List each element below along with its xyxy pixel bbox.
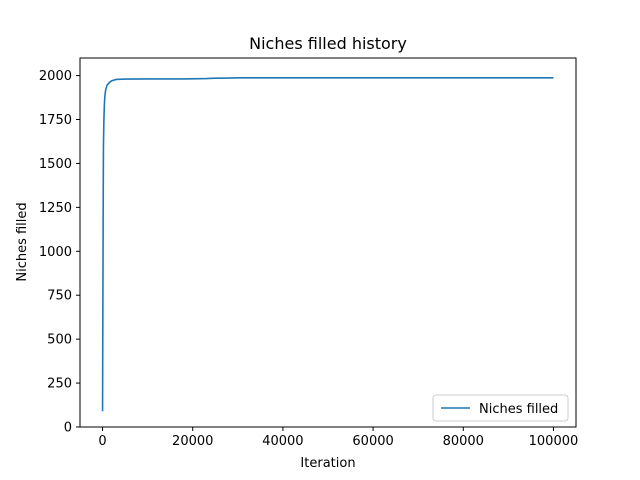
y-tick-label: 250 (47, 377, 72, 392)
series-line-niches-filled (101, 77, 554, 412)
y-tick-label: 1500 (39, 157, 72, 172)
y-tick-label: 1250 (39, 201, 72, 216)
y-axis-ticks: 0 250 500 750 1000 1250 1500 1750 2000 (39, 69, 80, 436)
legend-box (432, 394, 569, 422)
x-axis-label: Iteration (300, 456, 355, 471)
y-tick-label: 0 (64, 421, 72, 436)
y-axis-label: Niches filled (15, 202, 30, 281)
legend: Niches filled (432, 394, 569, 422)
legend-label: Niches filled (479, 402, 558, 417)
plot-frame (79, 57, 577, 428)
x-tick-label: 80000 (443, 434, 484, 449)
x-axis-ticks: 0 20000 40000 60000 80000 100000 (98, 427, 578, 449)
y-tick-label: 1000 (39, 245, 72, 260)
x-tick-label: 0 (98, 434, 106, 449)
y-tick-label: 750 (47, 289, 72, 304)
plot-area (80, 58, 576, 427)
y-tick-label: 1750 (39, 113, 72, 128)
x-tick-label: 60000 (352, 434, 393, 449)
x-tick-label: 20000 (172, 434, 213, 449)
y-tick-label: 500 (47, 333, 72, 348)
x-tick-label: 100000 (529, 434, 579, 449)
y-tick-label: 2000 (39, 69, 72, 84)
x-tick-label: 40000 (262, 434, 303, 449)
chart-title: Niches filled history (249, 34, 407, 53)
